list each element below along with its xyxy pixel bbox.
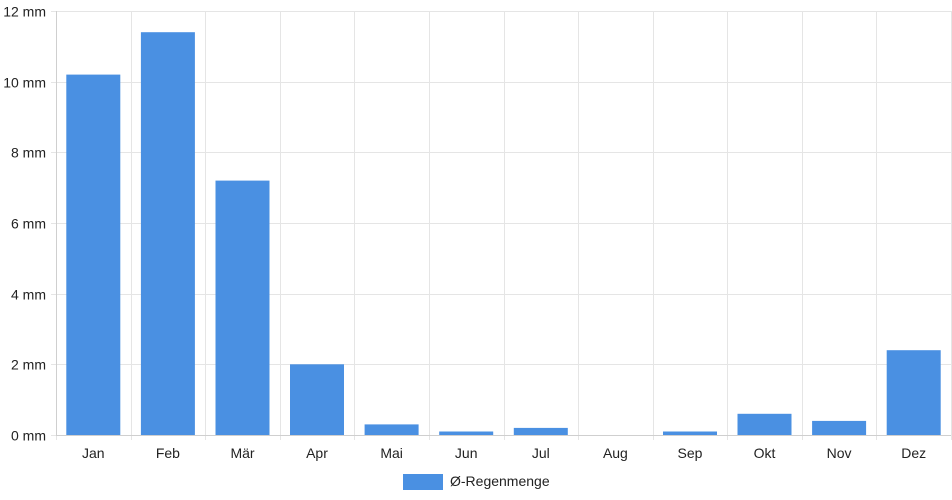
y-axis: 0 mm 2 mm 4 mm 6 mm 8 mm 10 mm 12 mm	[3, 4, 57, 444]
x-tick-label: Dez	[901, 445, 926, 461]
y-tick-label: 6 mm	[11, 216, 46, 232]
bar-mai[interactable]	[364, 424, 419, 435]
bar-mär[interactable]	[215, 180, 270, 435]
grid-lines	[51, 11, 952, 440]
y-tick-label: 8 mm	[11, 145, 46, 161]
x-tick-label: Jun	[455, 445, 478, 461]
legend-label: Ø-Regenmenge	[450, 473, 550, 489]
bar-sep[interactable]	[663, 431, 717, 436]
x-tick-label: Feb	[156, 445, 180, 461]
x-tick-label: Jul	[532, 445, 550, 461]
y-tick-label: 10 mm	[3, 75, 46, 91]
bar-feb[interactable]	[140, 32, 195, 435]
x-tick-label: Okt	[754, 445, 776, 461]
bar-apr[interactable]	[290, 364, 344, 435]
x-tick-label: Apr	[306, 445, 328, 461]
bar-jan[interactable]	[66, 74, 121, 435]
x-tick-label: Mai	[380, 445, 403, 461]
y-tick-label: 2 mm	[11, 357, 46, 373]
x-tick-label: Mär	[230, 445, 254, 461]
legend[interactable]: Ø-Regenmenge	[403, 473, 550, 490]
legend-swatch	[403, 474, 443, 490]
bar-jul[interactable]	[513, 427, 568, 435]
bar-jun[interactable]	[439, 431, 494, 436]
y-tick-label: 0 mm	[11, 428, 46, 444]
bar-dez[interactable]	[886, 350, 941, 435]
x-tick-label: Aug	[603, 445, 628, 461]
y-tick-label: 12 mm	[3, 4, 46, 20]
x-tick-label: Jan	[82, 445, 105, 461]
bar-okt[interactable]	[737, 413, 792, 435]
x-tick-label: Nov	[827, 445, 852, 461]
bar-nov[interactable]	[812, 420, 867, 435]
bars	[66, 32, 941, 436]
x-axis: Jan Feb Mär Apr Mai Jun Jul Aug Sep Okt Nov Dez	[56, 435, 951, 461]
y-tick-label: 4 mm	[11, 287, 46, 303]
x-tick-label: Sep	[678, 445, 703, 461]
